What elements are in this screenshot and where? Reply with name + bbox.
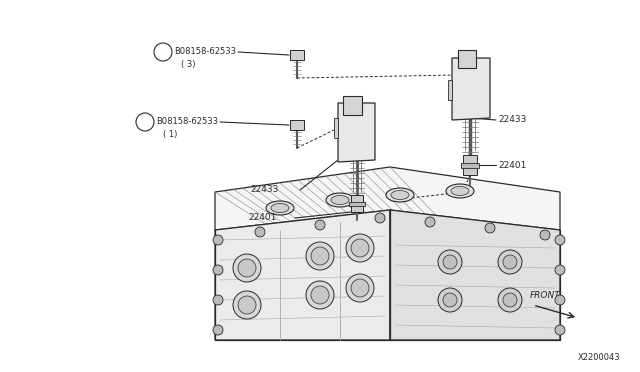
Circle shape bbox=[213, 295, 223, 305]
Circle shape bbox=[438, 250, 462, 274]
Circle shape bbox=[213, 235, 223, 245]
Circle shape bbox=[315, 220, 325, 230]
Circle shape bbox=[443, 293, 457, 307]
Circle shape bbox=[238, 296, 256, 314]
Ellipse shape bbox=[386, 188, 414, 202]
Ellipse shape bbox=[391, 190, 409, 199]
Circle shape bbox=[306, 281, 334, 309]
Circle shape bbox=[485, 223, 495, 233]
Polygon shape bbox=[448, 80, 452, 100]
Ellipse shape bbox=[331, 196, 349, 205]
Text: X2200043: X2200043 bbox=[577, 353, 620, 362]
Ellipse shape bbox=[326, 193, 354, 207]
Polygon shape bbox=[290, 120, 304, 130]
Circle shape bbox=[306, 242, 334, 270]
Polygon shape bbox=[463, 155, 477, 175]
Text: B: B bbox=[160, 48, 166, 57]
Circle shape bbox=[503, 293, 517, 307]
Ellipse shape bbox=[451, 186, 469, 196]
Text: B: B bbox=[142, 118, 148, 126]
Ellipse shape bbox=[446, 184, 474, 198]
Polygon shape bbox=[351, 195, 363, 212]
Polygon shape bbox=[215, 210, 390, 340]
Circle shape bbox=[351, 279, 369, 297]
Circle shape bbox=[311, 286, 329, 304]
Ellipse shape bbox=[266, 201, 294, 215]
Circle shape bbox=[351, 239, 369, 257]
Circle shape bbox=[498, 250, 522, 274]
Circle shape bbox=[136, 113, 154, 131]
Polygon shape bbox=[461, 163, 479, 168]
Circle shape bbox=[233, 291, 261, 319]
Circle shape bbox=[375, 213, 385, 223]
Circle shape bbox=[346, 274, 374, 302]
Circle shape bbox=[555, 295, 565, 305]
Text: FRONT: FRONT bbox=[530, 291, 561, 299]
Circle shape bbox=[346, 234, 374, 262]
Ellipse shape bbox=[271, 203, 289, 212]
Circle shape bbox=[555, 235, 565, 245]
Polygon shape bbox=[338, 103, 375, 162]
Text: ( 1): ( 1) bbox=[163, 129, 177, 138]
Circle shape bbox=[555, 265, 565, 275]
Circle shape bbox=[233, 254, 261, 282]
Polygon shape bbox=[458, 50, 476, 68]
Circle shape bbox=[238, 259, 256, 277]
Text: 22433: 22433 bbox=[498, 115, 526, 125]
Circle shape bbox=[443, 255, 457, 269]
Circle shape bbox=[425, 217, 435, 227]
Polygon shape bbox=[343, 96, 362, 115]
Polygon shape bbox=[215, 167, 560, 230]
Circle shape bbox=[503, 255, 517, 269]
Polygon shape bbox=[290, 50, 304, 60]
Circle shape bbox=[540, 230, 550, 240]
Circle shape bbox=[213, 325, 223, 335]
Circle shape bbox=[311, 247, 329, 265]
Polygon shape bbox=[390, 210, 560, 340]
Circle shape bbox=[438, 288, 462, 312]
Polygon shape bbox=[349, 202, 365, 206]
Text: B08158-62533: B08158-62533 bbox=[156, 118, 218, 126]
Circle shape bbox=[213, 265, 223, 275]
Text: 22401: 22401 bbox=[498, 160, 526, 170]
Circle shape bbox=[255, 227, 265, 237]
Text: B08158-62533: B08158-62533 bbox=[174, 48, 236, 57]
Text: 22433: 22433 bbox=[250, 186, 278, 195]
Text: 22401: 22401 bbox=[248, 214, 276, 222]
Circle shape bbox=[154, 43, 172, 61]
Polygon shape bbox=[452, 58, 490, 120]
Circle shape bbox=[555, 325, 565, 335]
Polygon shape bbox=[334, 118, 338, 138]
Text: ( 3): ( 3) bbox=[181, 60, 195, 68]
Circle shape bbox=[498, 288, 522, 312]
